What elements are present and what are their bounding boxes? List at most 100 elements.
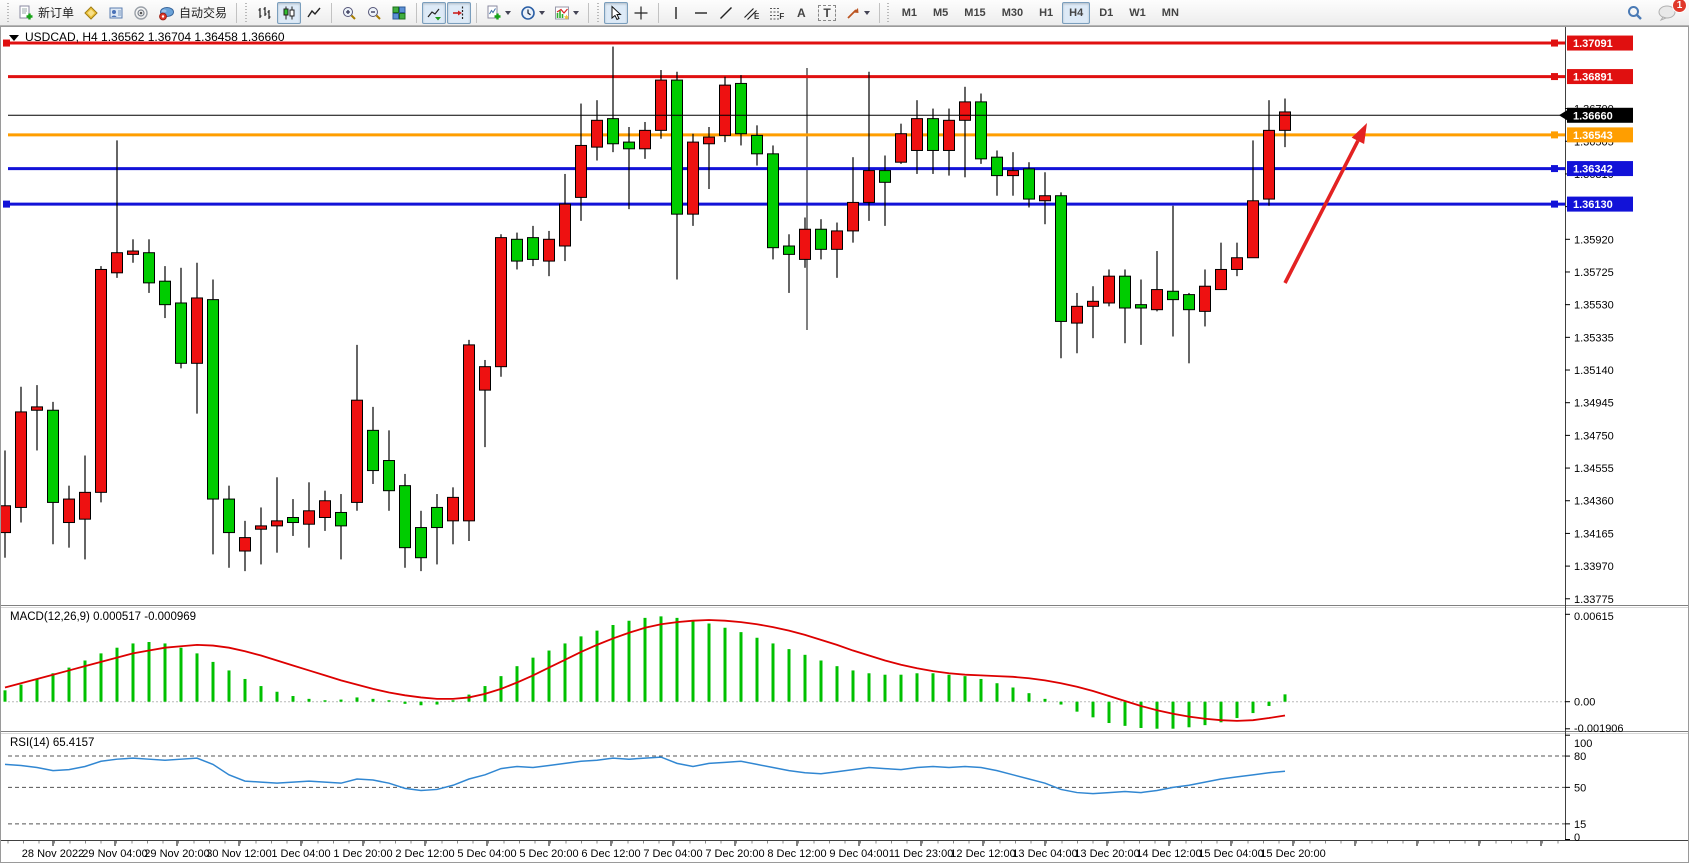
horizontal-line-1.36130[interactable] [3, 200, 1565, 208]
toolbar-grip[interactable] [595, 2, 601, 23]
candle-body [751, 134, 763, 155]
toolbar-grip[interactable] [243, 2, 249, 23]
candle [703, 127, 715, 190]
text-button[interactable]: A [789, 2, 813, 24]
toolbar-grip[interactable] [885, 2, 891, 23]
timeframe-button-M1[interactable]: M1 [901, 6, 917, 19]
candle [1087, 286, 1099, 339]
horizontal-line-1.36543[interactable] [8, 131, 1565, 139]
candle [239, 520, 251, 572]
macd-axis-label: -0.001906 [1574, 723, 1624, 735]
candle [543, 230, 555, 277]
price-tick-label: 1.35920 [1574, 234, 1614, 246]
time-label: 30 Nov 12:00 [206, 848, 271, 860]
new-chart-button[interactable] [482, 2, 515, 24]
timeframe-button-M15[interactable]: M15 [964, 6, 986, 19]
timeframe-button-H1[interactable]: H1 [1039, 6, 1054, 19]
timeframe-button-H4[interactable]: H4 [1062, 1, 1091, 24]
zoom-in-button[interactable] [337, 2, 361, 24]
auto-scroll-button[interactable] [422, 1, 447, 24]
market-watch-button[interactable] [79, 2, 103, 24]
candle [127, 239, 139, 263]
crosshair-button[interactable] [629, 2, 653, 24]
candle-body [543, 238, 555, 262]
candle [1, 450, 11, 558]
candle-body [287, 516, 299, 524]
time-label: 7 Dec 20:00 [705, 848, 764, 860]
time-label: 6 Dec 12:00 [581, 848, 640, 860]
candle [223, 485, 235, 568]
chart-shift-button[interactable] [447, 1, 472, 24]
tile-windows-button[interactable] [387, 2, 411, 24]
zoom-out-button[interactable] [362, 2, 386, 24]
price-axis[interactable]: 1.367001.365051.363101.361151.359201.357… [1559, 35, 1633, 844]
toolbar-grip[interactable] [5, 2, 10, 23]
chart-background [0, 26, 1689, 863]
line-handle[interactable] [3, 39, 10, 47]
vertical-line-button[interactable] [664, 2, 688, 24]
svg-text:1.36891: 1.36891 [1573, 72, 1613, 84]
horizontal-line-1.37091[interactable] [3, 39, 1565, 47]
candle-body [431, 506, 443, 529]
new-order-button[interactable]: 新订单 [14, 2, 78, 24]
data-window-button[interactable] [104, 2, 128, 24]
line-chart-button[interactable] [302, 2, 326, 24]
arrows-button[interactable] [841, 2, 874, 24]
price-tick-label: 1.35530 [1574, 300, 1614, 312]
line-handle[interactable] [1551, 39, 1558, 47]
candle-body [175, 302, 187, 364]
candle [191, 262, 203, 414]
indicators-button[interactable] [550, 2, 583, 24]
line-handle[interactable] [3, 200, 10, 208]
time-label: 11 Dec 23:00 [889, 848, 954, 860]
auto-trading-button[interactable]: 自动交易 [154, 2, 231, 24]
horizontal-line-icon [695, 11, 708, 14]
candles-chart-button[interactable] [277, 1, 302, 24]
candle [1215, 242, 1227, 291]
candle-body [991, 156, 1003, 177]
crosshair-icon [634, 6, 648, 19]
timeframe-button-M5[interactable]: M5 [933, 6, 949, 19]
chart-canvas[interactable]: 1.367001.365051.363101.361151.359201.357… [0, 26, 1689, 863]
fibonacci-button[interactable]: F [764, 2, 788, 24]
candle-body [143, 252, 155, 284]
line-handle[interactable] [1551, 165, 1558, 173]
trendline-button[interactable] [714, 2, 738, 24]
search-button[interactable] [1622, 2, 1647, 24]
line-handle[interactable] [1551, 200, 1558, 208]
candle-body [303, 510, 315, 525]
candle [319, 490, 331, 531]
timeframe-group: M1 M5 M15 M30 H1 H4 D1 W1 MN [895, 1, 1186, 24]
periods-button[interactable] [516, 2, 549, 24]
signal-button[interactable] [129, 2, 153, 24]
line-handle[interactable] [1551, 131, 1558, 139]
line-handle[interactable] [1551, 73, 1558, 81]
candle-body [367, 429, 379, 472]
bars-chart-button[interactable] [252, 2, 276, 24]
horizontal-line-1.36342[interactable] [8, 165, 1565, 173]
timeframe-button-W1[interactable]: W1 [1129, 6, 1146, 19]
timeframe-button-M30[interactable]: M30 [1001, 6, 1024, 19]
trend-arrow[interactable] [1283, 123, 1367, 284]
chart-window[interactable]: 1.367001.365051.363101.361151.359201.357… [0, 26, 1689, 863]
timeframe-button-MN[interactable]: MN [1161, 6, 1179, 19]
toolbar-separator [236, 2, 238, 23]
timeframe-button-D1[interactable]: D1 [1099, 6, 1114, 19]
horizontal-line-button[interactable] [689, 2, 713, 24]
candle-body [911, 118, 923, 151]
candle [383, 430, 395, 511]
channel-button[interactable]: E [739, 2, 763, 24]
candle-body [527, 237, 539, 260]
candle-body [383, 460, 395, 492]
text-label-button[interactable]: T [814, 2, 839, 24]
collapse-triangle-icon[interactable] [9, 35, 19, 41]
candle-body [223, 498, 235, 534]
horizontal-line-1.36891[interactable] [8, 73, 1565, 81]
channel-letter: E [754, 12, 760, 21]
price-tick-label: 1.34555 [1574, 463, 1614, 475]
svg-text:1.36543: 1.36543 [1573, 130, 1613, 142]
notifications-button[interactable]: 1 [1653, 0, 1687, 24]
cursor-button[interactable] [604, 1, 629, 24]
